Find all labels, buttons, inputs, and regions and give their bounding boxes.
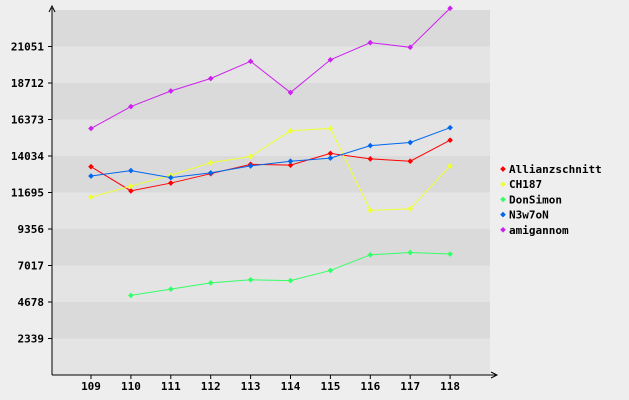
data-point [128, 167, 134, 174]
y-ticks: 2339 4678 7017 9356 11695 14034 16373 18712 2105… [11, 41, 52, 346]
grid-band [52, 10, 490, 47]
legend: Allianzschnitt CH187 DonSimon N3w7oN amigann… [500, 163, 602, 237]
legend-label: DonSimon [509, 193, 562, 206]
series-donsimon [128, 249, 453, 299]
data-point [207, 170, 214, 176]
legend-marker [500, 226, 506, 233]
legend-marker [500, 211, 506, 218]
legend-label: amigannom [509, 224, 569, 237]
grid-band [52, 192, 490, 229]
data-point [327, 155, 334, 161]
grid-bands [52, 10, 490, 375]
data-point [128, 292, 134, 299]
data-point [447, 137, 453, 143]
data-point [367, 142, 374, 149]
data-point [447, 124, 453, 131]
data-point [247, 276, 254, 283]
x-tick-label: 118 [440, 380, 460, 393]
legend-label: CH187 [509, 178, 542, 191]
data-point [167, 286, 174, 293]
x-tick-label: 113 [241, 380, 261, 393]
grid-band [52, 229, 490, 266]
y-tick-label: 18712 [11, 77, 44, 90]
data-point [447, 251, 453, 257]
x-tick-label: 114 [281, 380, 301, 393]
y-tick-label: 16373 [11, 114, 44, 127]
data-point [367, 207, 374, 214]
data-point [367, 156, 374, 162]
legend-marker [500, 196, 506, 203]
data-point [207, 159, 214, 166]
y-tick-label: 14034 [11, 150, 44, 163]
y-tick-label: 7017 [18, 260, 45, 273]
data-point [128, 188, 134, 194]
grid-band [52, 302, 490, 339]
data-point [247, 163, 254, 169]
grid-band [52, 156, 490, 193]
series-line [90, 139, 451, 192]
data-point [247, 153, 254, 160]
x-tick-label: 116 [360, 380, 380, 393]
data-point [167, 88, 174, 94]
x-tick-label: 115 [320, 380, 340, 393]
data-point [128, 183, 134, 190]
x-tick-label: 112 [201, 380, 221, 393]
data-point [167, 174, 174, 181]
y-tick-label: 21051 [11, 41, 44, 54]
series-ch187 [88, 125, 453, 214]
data-point [447, 163, 453, 169]
data-point [287, 162, 294, 168]
data-point [287, 277, 294, 284]
x-tick-label: 117 [400, 380, 420, 393]
series-line [90, 127, 451, 179]
series-line [90, 7, 451, 129]
data-point [407, 158, 414, 165]
series-n3w7on [88, 124, 453, 181]
data-point [207, 280, 214, 286]
x-tick-label: 110 [121, 380, 141, 393]
data-point [88, 125, 94, 132]
data-point [287, 89, 294, 96]
grid-band [52, 338, 490, 375]
grid-band [52, 119, 490, 156]
data-point [327, 267, 334, 274]
data-point [287, 127, 294, 134]
data-point [88, 163, 94, 170]
grid-band [52, 265, 490, 302]
data-point [88, 173, 94, 179]
x-tick-label: 109 [81, 380, 101, 393]
data-point [287, 158, 294, 165]
legend-label: Allianzschnitt [509, 163, 602, 176]
x-tick-label: 111 [161, 380, 181, 393]
series-line [90, 127, 451, 211]
x-axis-arrow [490, 371, 499, 379]
data-point [407, 139, 414, 146]
data-point [128, 103, 134, 110]
legend-marker [500, 166, 506, 172]
data-point [327, 150, 334, 157]
data-point [407, 205, 414, 212]
data-point [167, 180, 174, 186]
y-tick-label: 9356 [18, 223, 45, 236]
series-lines [88, 5, 453, 299]
y-tick-label: 11695 [11, 187, 44, 200]
data-point [407, 249, 414, 256]
legend-label: N3w7oN [509, 209, 549, 222]
y-axis-arrow [48, 4, 56, 13]
axes [48, 4, 499, 379]
y-tick-label: 4678 [18, 296, 45, 309]
data-point [367, 252, 374, 258]
data-point [88, 194, 94, 200]
x-ticks: 109 110 111 112 113 114 115 116 117 118 [81, 375, 460, 393]
y-tick-label: 2339 [18, 333, 45, 346]
legend-marker [500, 181, 506, 188]
grid-band [52, 83, 490, 120]
